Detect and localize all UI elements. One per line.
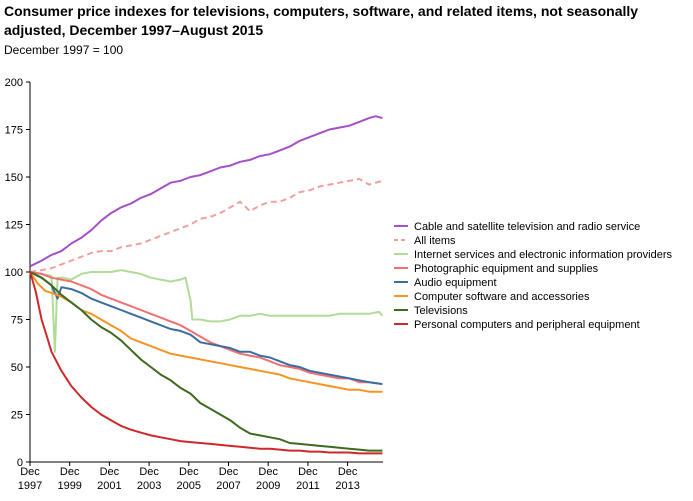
legend-label: Cable and satellite television and radio… bbox=[414, 221, 640, 233]
chart-subtitle: December 1997 = 100 bbox=[4, 43, 124, 57]
x-tick-label: Dec 2003 bbox=[137, 466, 161, 492]
y-tick-label: 50 bbox=[11, 362, 23, 374]
x-tick-label-month: Dec bbox=[100, 466, 120, 478]
y-tick-label: 200 bbox=[5, 77, 23, 89]
x-tick-label-year: 2009 bbox=[256, 480, 280, 492]
chart-title: Consumer price indexes for televisions, … bbox=[4, 3, 639, 38]
legend-label: Personal computers and peripheral equipm… bbox=[414, 319, 640, 331]
x-tick-label-month: Dec bbox=[338, 466, 358, 478]
series-line bbox=[29, 177, 383, 273]
series-line bbox=[29, 271, 383, 386]
series-line bbox=[29, 115, 383, 268]
x-tick-label: Dec 2001 bbox=[97, 466, 121, 492]
y-tick-label: 0 bbox=[17, 457, 23, 469]
series-line bbox=[29, 271, 383, 452]
legend-label: Computer software and accessories bbox=[414, 291, 590, 303]
x-tick-label-month: Dec bbox=[60, 466, 80, 478]
y-tick-label: 100 bbox=[5, 267, 23, 279]
y-tick-label: 75 bbox=[11, 315, 23, 327]
x-tick-label: Dec 2007 bbox=[216, 466, 240, 492]
x-tick-label-month: Dec bbox=[179, 466, 199, 478]
x-tick-label-year: 2013 bbox=[335, 480, 359, 492]
x-tick-label-year: 2001 bbox=[97, 480, 121, 492]
chart-axes: 0 25 50 75 100 125 150 175 200 Dec 1997 Dec 1999 Dec 2… bbox=[5, 77, 383, 492]
series-line bbox=[29, 271, 383, 455]
x-tick-label-month: Dec bbox=[219, 466, 239, 478]
x-tick-label-year: 2005 bbox=[177, 480, 201, 492]
y-tick-label: 175 bbox=[5, 125, 23, 137]
x-tick-label: Dec 1997 bbox=[18, 466, 42, 492]
legend-label: Audio equipment bbox=[414, 277, 497, 289]
x-tick-label-year: 2011 bbox=[296, 480, 320, 492]
x-tick-label: Dec 2011 bbox=[296, 466, 320, 492]
x-tick-label-year: 1997 bbox=[18, 480, 42, 492]
x-tick-label-year: 1999 bbox=[57, 480, 81, 492]
chart-legend: Cable and satellite television and radio… bbox=[394, 221, 673, 331]
legend-label: Internet services and electronic informa… bbox=[414, 249, 673, 261]
x-tick-label-month: Dec bbox=[139, 466, 159, 478]
x-tick-label-year: 2003 bbox=[137, 480, 161, 492]
y-tick-label: 125 bbox=[5, 220, 23, 232]
x-tick-label-month: Dec bbox=[258, 466, 278, 478]
x-tick-label-year: 2007 bbox=[216, 480, 240, 492]
x-tick-label-month: Dec bbox=[20, 466, 40, 478]
y-tick-label: 150 bbox=[5, 172, 23, 184]
legend-label: Photographic equipment and supplies bbox=[414, 263, 599, 275]
x-tick-label: Dec 1999 bbox=[57, 466, 81, 492]
y-tick-label: 25 bbox=[11, 410, 23, 422]
x-tick-label: Dec 2009 bbox=[256, 466, 280, 492]
series-line bbox=[29, 269, 384, 353]
legend-label: Televisions bbox=[414, 305, 468, 317]
x-tick-label: Dec 2005 bbox=[177, 466, 201, 492]
x-tick-label-month: Dec bbox=[298, 466, 318, 478]
series-line bbox=[29, 271, 383, 386]
chart-series bbox=[29, 115, 384, 455]
x-tick-label: Dec 2013 bbox=[335, 466, 359, 492]
legend-label: All items bbox=[414, 235, 456, 247]
